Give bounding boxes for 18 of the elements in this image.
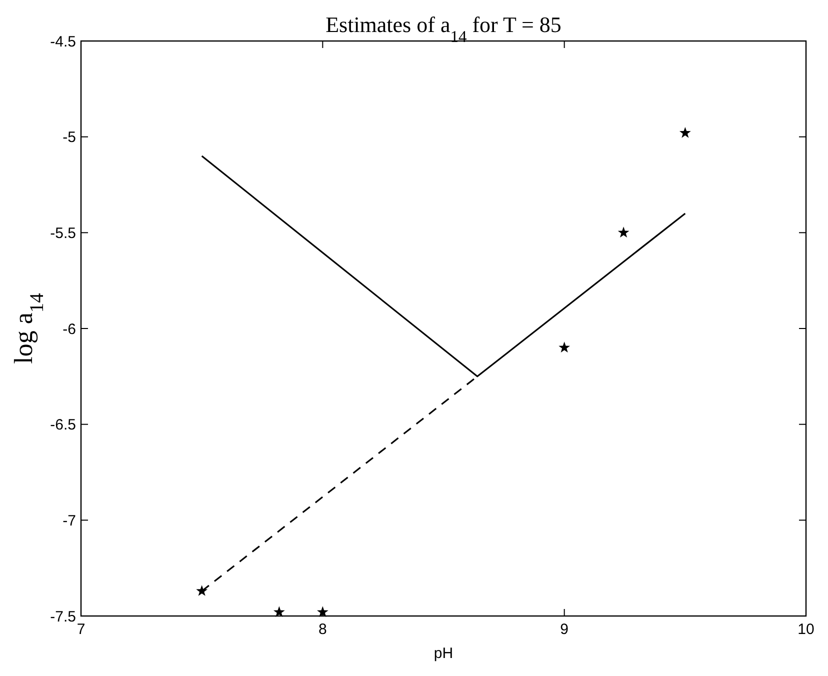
x-tick-label: 7 bbox=[76, 621, 86, 638]
x-axis-title: pH bbox=[434, 645, 454, 662]
point bbox=[196, 585, 208, 596]
y-tick-label: -5.5 bbox=[50, 224, 76, 242]
point bbox=[273, 606, 285, 618]
x-tick-label: 10 bbox=[798, 621, 814, 638]
x-tick-label: 9 bbox=[560, 621, 569, 638]
y-tick-label: -6.5 bbox=[50, 416, 76, 434]
point bbox=[679, 127, 691, 138]
x-tick-label: 8 bbox=[318, 621, 327, 638]
y-tick-label: -7.5 bbox=[50, 608, 76, 626]
point bbox=[316, 606, 328, 618]
y-tick-label: -4.5 bbox=[50, 33, 76, 50]
y-tick-label: -5 bbox=[62, 129, 76, 146]
point bbox=[558, 342, 570, 353]
point bbox=[618, 226, 630, 238]
y-tick-label: -7 bbox=[62, 512, 76, 530]
y-tick-label: -6 bbox=[62, 320, 76, 338]
